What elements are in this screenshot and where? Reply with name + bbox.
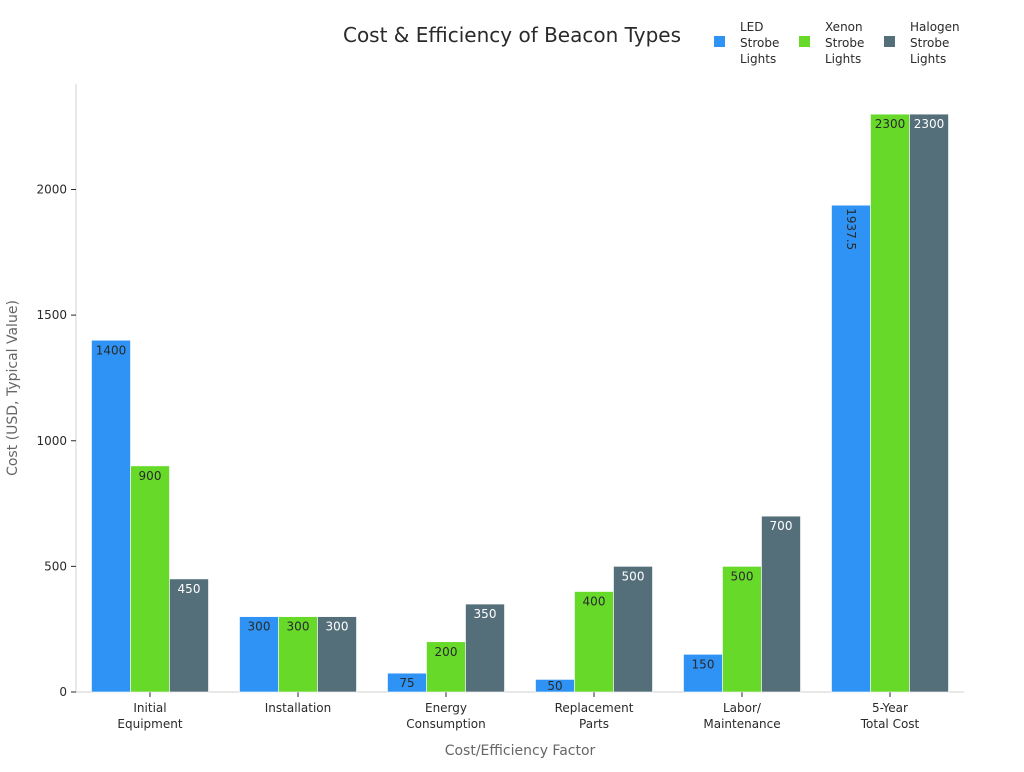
x-tick-label: Initial Equipment [117, 701, 182, 731]
bar-value-label: 1937.5 [844, 208, 858, 250]
legend-label: Xenon Strobe Lights [825, 20, 864, 66]
legend-swatch [799, 36, 810, 47]
bar-value-label: 400 [583, 595, 606, 609]
legend-swatch [884, 36, 895, 47]
bar-value-label: 450 [178, 582, 201, 596]
bar [831, 204, 871, 693]
x-tick-label: Replacement Parts [555, 701, 634, 731]
legend: LED Strobe Lights Xenon Strobe Lights Halogen S… [714, 20, 960, 66]
bar-value-label: 200 [435, 645, 458, 659]
bar-value-label: 500 [622, 569, 645, 583]
bar [426, 641, 466, 693]
bar [239, 616, 279, 693]
bars-group [91, 113, 949, 693]
x-axis: Initial Equipment Installation Energy Consum… [76, 691, 964, 731]
x-tick-label: Installation [265, 701, 331, 715]
bar-value-label: 150 [692, 657, 715, 671]
y-tick-label: 0 [59, 685, 67, 699]
bar-value-label: 2300 [914, 117, 945, 131]
bar-value-label: 2300 [875, 117, 906, 131]
bar [317, 616, 357, 693]
bar [278, 616, 318, 693]
bar [909, 113, 949, 693]
legend-item: Xenon Strobe Lights [799, 20, 864, 66]
bar-value-label: 700 [770, 519, 793, 533]
y-tick-label: 1000 [36, 434, 67, 448]
legend-label: Halogen Strobe Lights [910, 20, 960, 66]
bar [169, 578, 209, 693]
bar [613, 566, 653, 693]
bar-value-label: 900 [139, 469, 162, 483]
x-axis-title: Cost/Efficiency Factor [445, 743, 596, 759]
bar-value-label: 1400 [96, 343, 127, 357]
bar-labels-group: 1400 900 450 300 300 300 75 200 350 50 400 500 150 50… [96, 117, 945, 693]
bar-value-label: 500 [731, 569, 754, 583]
bar-value-label: 75 [399, 676, 414, 690]
legend-item: Halogen Strobe Lights [884, 20, 960, 66]
bar-value-label: 300 [326, 620, 349, 634]
legend-swatch [714, 36, 725, 47]
legend-label: LED Strobe Lights [740, 20, 779, 66]
y-axis-title: Cost (USD, Typical Value) [5, 300, 21, 476]
bar-value-label: 350 [474, 607, 497, 621]
bar-value-label: 300 [248, 620, 271, 634]
y-tick-label: 500 [44, 559, 67, 573]
x-tick-label: Energy Consumption [406, 701, 485, 731]
bar [130, 465, 170, 693]
bar [761, 515, 801, 693]
bar [574, 591, 614, 693]
x-tick-label: 5-Year Total Cost [860, 701, 920, 731]
bar [870, 113, 910, 693]
y-tick-label: 1500 [36, 308, 67, 322]
y-axis: 0 500 1000 1500 2000 [36, 84, 77, 699]
bar [465, 603, 505, 693]
bar [722, 566, 762, 693]
bar-value-label: 300 [287, 620, 310, 634]
bar [91, 339, 131, 693]
x-tick-label: Labor/Maintenance [703, 701, 780, 731]
legend-item: LED Strobe Lights [714, 20, 779, 66]
bar-value-label: 50 [547, 679, 562, 693]
chart-title: Cost & Efficiency of Beacon Types [343, 23, 681, 47]
bar [683, 654, 723, 693]
y-tick-label: 2000 [36, 183, 67, 197]
